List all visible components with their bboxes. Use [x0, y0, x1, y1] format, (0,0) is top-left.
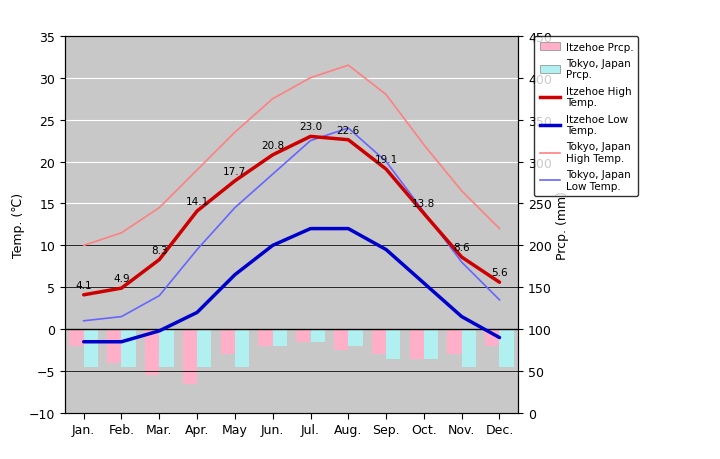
Bar [500, 330, 514, 367]
Bar [235, 330, 249, 367]
Text: 23.0: 23.0 [299, 122, 322, 132]
Bar [386, 330, 400, 359]
Bar [334, 330, 348, 350]
Text: 4.1: 4.1 [76, 280, 92, 290]
Bar [183, 330, 197, 384]
Bar [424, 330, 438, 359]
Bar [258, 330, 273, 346]
Bar [197, 330, 212, 367]
Text: 17.7: 17.7 [223, 167, 246, 176]
Bar [84, 330, 98, 367]
Y-axis label: Prcp. (mm): Prcp. (mm) [556, 190, 570, 259]
Text: 14.1: 14.1 [186, 196, 209, 207]
Bar [107, 330, 122, 363]
Text: 13.8: 13.8 [413, 199, 436, 209]
Bar [159, 330, 174, 367]
Bar [485, 330, 500, 346]
Text: 8.3: 8.3 [151, 245, 168, 255]
Bar [310, 330, 325, 342]
Bar [348, 330, 363, 346]
Bar [69, 330, 84, 346]
Bar [220, 330, 235, 354]
Bar [372, 330, 386, 354]
Text: 4.9: 4.9 [113, 274, 130, 284]
Bar [410, 330, 424, 359]
Y-axis label: Temp. (℃): Temp. (℃) [12, 192, 24, 257]
Legend: Itzehoe Prcp., Tokyo, Japan
Prcp., Itzehoe High
Temp., Itzehoe Low
Temp., Tokyo,: Itzehoe Prcp., Tokyo, Japan Prcp., Itzeh… [534, 37, 639, 196]
Text: 20.8: 20.8 [261, 140, 284, 151]
Text: 22.6: 22.6 [337, 125, 360, 135]
Text: 5.6: 5.6 [491, 268, 508, 278]
Bar [296, 330, 310, 342]
Text: 8.6: 8.6 [454, 242, 470, 252]
Bar [273, 330, 287, 346]
Bar [122, 330, 136, 367]
Bar [462, 330, 476, 367]
Text: 19.1: 19.1 [374, 155, 397, 165]
Bar [447, 330, 462, 354]
Bar [145, 330, 159, 375]
